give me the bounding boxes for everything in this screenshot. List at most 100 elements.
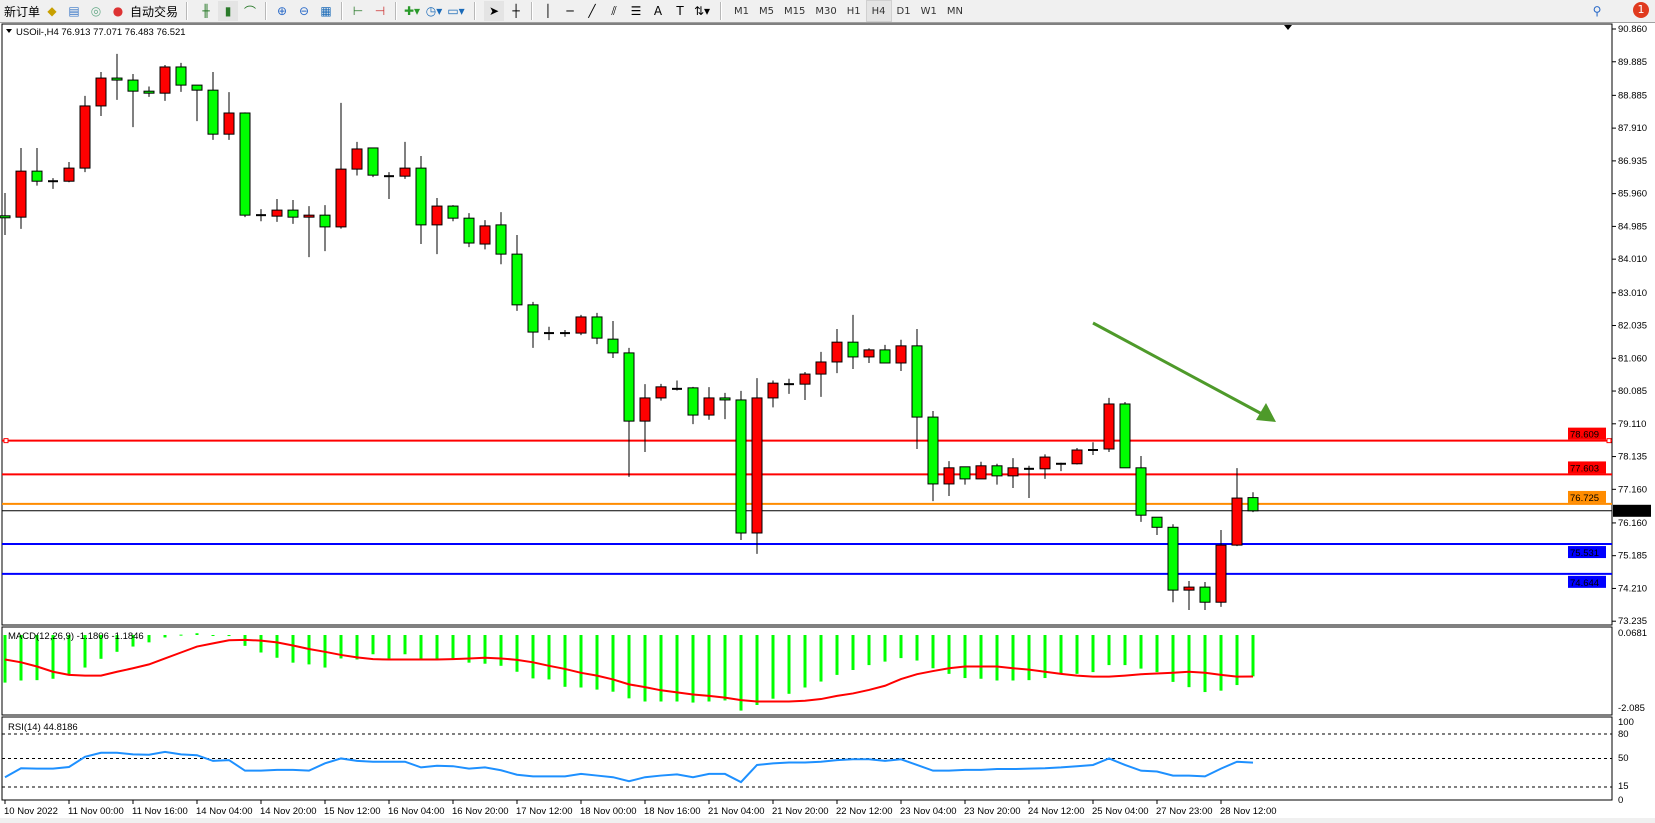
timeframe-w1-button[interactable]: W1: [920, 5, 937, 17]
candle-body: [479, 225, 491, 245]
candle: [751, 378, 763, 554]
candle: [959, 466, 971, 485]
candle: [687, 386, 699, 425]
candle: [303, 206, 315, 258]
timeframe-h1-button[interactable]: H1: [846, 5, 861, 17]
price-axis-label: 83.010: [1618, 288, 1647, 299]
macd-histogram-bar: [675, 635, 679, 702]
timeframe-mn-button[interactable]: MN: [946, 5, 963, 17]
candle-body: [79, 105, 91, 169]
macd-histogram-bar: [387, 635, 391, 659]
auto-trading-button[interactable]: 自动交易: [130, 4, 179, 19]
equidistant-channel-icon[interactable]: ⫽: [611, 3, 617, 18]
candle-body: [591, 316, 603, 339]
text-label-icon[interactable]: T: [676, 4, 684, 18]
candle-body: [511, 253, 523, 306]
text-icon[interactable]: A: [653, 4, 663, 18]
macd-histogram-bar: [643, 635, 647, 702]
price-line-label-bg: [1568, 427, 1606, 440]
auto-trading-icon[interactable]: ●: [112, 4, 124, 18]
timeframe-m5-button[interactable]: M5: [759, 5, 775, 17]
candle: [399, 141, 411, 179]
candle-body: [751, 397, 763, 534]
price-axis-label: 76.160: [1618, 518, 1647, 529]
candle-body: [719, 397, 731, 401]
timeframe-m1-button[interactable]: M1: [734, 5, 750, 17]
candle-body: [63, 167, 75, 182]
candle-body: [1007, 467, 1019, 477]
candle-body: [159, 66, 171, 94]
candle: [1183, 581, 1195, 610]
timeframe-m15-button[interactable]: M15: [784, 5, 806, 17]
macd-histogram-bar: [147, 635, 151, 643]
autoscroll-icon[interactable]: ⊣: [374, 4, 386, 18]
macd-histogram-bar: [483, 635, 487, 664]
data-window-icon[interactable]: ▤: [68, 4, 80, 18]
toolbar-separator: [395, 2, 398, 20]
candle: [0, 192, 11, 235]
arrows-icon[interactable]: ⇅▾: [693, 4, 711, 18]
price-pane: [1, 23, 1613, 626]
vertical-line-icon[interactable]: │: [544, 4, 552, 18]
timeframe-h4-button[interactable]: H4: [865, 0, 892, 22]
cursor-icon[interactable]: ➤: [484, 1, 505, 21]
timeframe-d1-button[interactable]: D1: [896, 5, 911, 17]
indicators-icon[interactable]: ✚▾: [403, 4, 421, 18]
time-axis-label: 24 Nov 12:00: [1028, 806, 1085, 817]
macd-histogram-bar: [1219, 635, 1223, 691]
search-icon[interactable]: ⚲: [1592, 4, 1602, 18]
macd-histogram-bar: [979, 635, 983, 679]
macd-histogram-bar: [83, 635, 87, 668]
time-axis-label: 28 Nov 12:00: [1220, 806, 1277, 817]
candle-body: [95, 77, 107, 107]
line-chart-icon[interactable]: ⌒: [244, 4, 257, 19]
new-order-button[interactable]: 新订单: [4, 4, 41, 19]
candle-body: [927, 416, 939, 485]
candlestick-icon[interactable]: ▮: [218, 1, 239, 21]
price-axis-label: 84.010: [1618, 254, 1647, 265]
horizontal-line-icon[interactable]: ─: [566, 4, 574, 18]
candle-body: [1215, 544, 1227, 603]
tile-windows-icon[interactable]: ▦: [320, 4, 332, 18]
macd-histogram-bar: [3, 635, 7, 683]
chart-shift-marker-icon[interactable]: [1284, 25, 1292, 30]
candle: [495, 212, 507, 265]
toolbar-separator: [720, 2, 723, 20]
signals-icon[interactable]: ◎: [90, 4, 102, 18]
candle-body: [1231, 497, 1243, 546]
macd-histogram-bar: [787, 635, 791, 694]
candle: [672, 380, 682, 391]
candle: [463, 213, 475, 248]
candle-body: [287, 209, 299, 218]
price-axis-label: 75.185: [1618, 551, 1647, 562]
macd-signal-line: [4, 638, 1254, 703]
notification-icon[interactable]: 1: [1629, 1, 1655, 21]
price-axis-label: 74.210: [1618, 583, 1647, 594]
time-axis-label: 16 Nov 20:00: [452, 806, 509, 817]
periods-icon[interactable]: ◷▾: [425, 4, 443, 18]
macd-histogram-bar: [883, 635, 887, 662]
timeframe-m30-button[interactable]: M30: [815, 5, 837, 17]
macd-histogram-bar: [915, 635, 919, 661]
price-axis-label: 79.110: [1618, 419, 1646, 430]
chart-shift-icon[interactable]: ⊢: [352, 4, 364, 18]
candle-body: [351, 148, 363, 170]
rsi-axis-label: 0: [1618, 795, 1623, 806]
bar-chart-icon[interactable]: ╫: [202, 4, 210, 18]
crosshair-icon[interactable]: ┼: [512, 4, 520, 18]
candle-body: [111, 77, 123, 81]
price-axis-label: 85.960: [1618, 189, 1647, 200]
candle-body: [1167, 526, 1179, 591]
fibonacci-icon[interactable]: ☰: [630, 4, 642, 18]
market-watch-icon[interactable]: ◆: [47, 4, 57, 18]
time-axis-label: 10 Nov 2022: [4, 806, 58, 817]
candle-body: [303, 214, 315, 218]
zoom-out-icon[interactable]: ⊖: [299, 4, 310, 18]
trendline-icon[interactable]: ╱: [588, 4, 596, 18]
candle-body: [1151, 516, 1163, 528]
templates-icon[interactable]: ▭▾: [447, 4, 465, 18]
price-axis-label: 90.860: [1618, 24, 1647, 35]
time-axis-label: 14 Nov 04:00: [196, 806, 253, 817]
zoom-in-icon[interactable]: ⊕: [277, 4, 288, 18]
